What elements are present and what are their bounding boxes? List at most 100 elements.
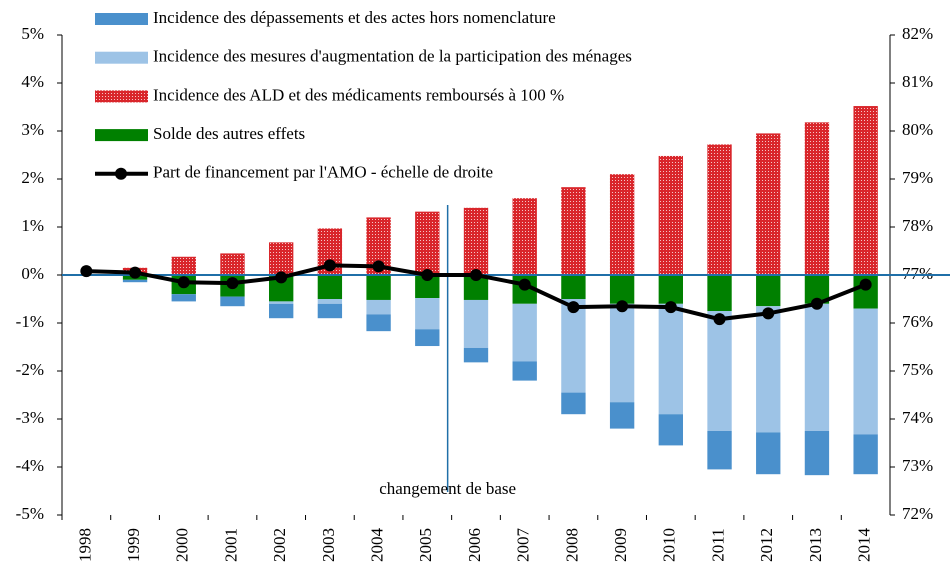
y-tick-label: 5% [21,24,44,43]
x-tick-label: 2004 [367,528,386,563]
x-tick-label: 2002 [270,528,289,562]
bar-segment [171,294,196,302]
bar-segment [269,242,294,275]
y2-tick-label: 76% [902,312,933,331]
y-tick-label: -2% [16,360,44,379]
line-point [567,301,580,314]
x-tick-label: 2010 [660,528,679,562]
x-tick-label: 2007 [514,528,533,563]
bar-segment [269,303,294,319]
bar-segment [561,275,586,299]
legend-swatch [95,129,148,142]
legend-label: Incidence des ALD et des médicaments rem… [153,85,564,104]
y-tick-label: 4% [21,72,44,91]
bar-segment [609,275,635,304]
bar-segment [609,303,635,403]
y2-tick-label: 72% [902,504,933,523]
bar-segment [756,432,781,475]
line-point [421,269,434,281]
bar-segment [512,198,537,275]
y2-tick-label: 77% [902,264,933,283]
bar-segment [707,275,732,311]
legend-swatch [95,90,148,103]
line-point [323,259,336,272]
bar-segment [658,155,683,275]
bar-segment [658,303,683,415]
bar-segment [220,296,245,307]
line-point [859,278,872,291]
line-point [80,265,93,278]
bar-segment [853,106,878,275]
line-point [372,260,385,273]
x-tick-label: 2001 [221,528,240,562]
line-point [810,297,823,310]
bar-segment [317,299,343,304]
bar-segment [512,361,537,381]
line-point [762,307,775,320]
bar-segment [609,402,635,429]
legend-swatch [95,51,148,64]
bar-segment [415,329,440,347]
y-tick-label: 1% [21,216,44,235]
bar-segment [561,299,586,393]
bar-segment [707,431,732,470]
legend-marker [115,167,127,180]
y2-tick-label: 74% [902,408,933,427]
bar-segment [707,311,732,431]
bar-segment [561,187,586,275]
bar-segment [415,298,440,330]
y-tick-label: -1% [16,312,44,331]
y-tick-label: -5% [16,504,44,523]
x-tick-label: 2014 [855,528,874,563]
x-tick-label: 2012 [757,528,776,562]
bar-segment [463,207,489,275]
bar-segment [463,299,489,348]
bar-segment [609,174,635,275]
x-tick-label: 1999 [124,528,143,562]
line-point [470,269,482,281]
bar-segment [658,275,683,304]
bar-segment [853,434,878,475]
x-tick-label: 2009 [611,528,630,562]
line-point [177,276,190,289]
bar-segment [366,275,391,300]
bar-segment [317,303,343,319]
legend-label: Incidence des dépassements et des actes … [153,8,556,27]
bar-segment [658,414,683,446]
y2-tick-label: 80% [902,120,933,139]
line-point [226,277,239,290]
y2-tick-label: 75% [902,360,933,379]
x-tick-label: 2003 [319,528,338,562]
line-point [518,278,531,291]
bar-segment [756,275,781,307]
bar-segment [756,133,781,275]
y-tick-label: 0% [21,264,44,283]
line-point [275,271,288,284]
bar-segment [804,122,830,275]
bar-segment [171,256,196,275]
y2-tick-label: 78% [902,216,933,235]
bar-segment [415,211,440,275]
annotation: changement de base [379,479,516,498]
x-tick-label: 2008 [562,528,581,562]
bar-segment [366,299,391,315]
bar-segment [317,275,343,299]
bar-segment [853,308,878,435]
bar-segment [804,303,830,431]
x-tick-label: 2011 [708,528,727,561]
x-tick-label: 2000 [173,528,192,562]
y2-tick-label: 73% [902,456,933,475]
bar-segment [415,275,440,299]
bar-segment [463,347,489,363]
line-point [616,300,629,313]
line-point [664,301,677,314]
x-tick-label: 2013 [806,528,825,562]
y-tick-label: -3% [16,408,44,427]
legend-label: Solde des autres effets [153,124,305,143]
x-tick-label: 1998 [75,528,94,562]
bar-segment [756,306,781,433]
y-tick-label: 2% [21,168,44,187]
bar-segment [269,301,294,304]
line-point [129,266,142,279]
